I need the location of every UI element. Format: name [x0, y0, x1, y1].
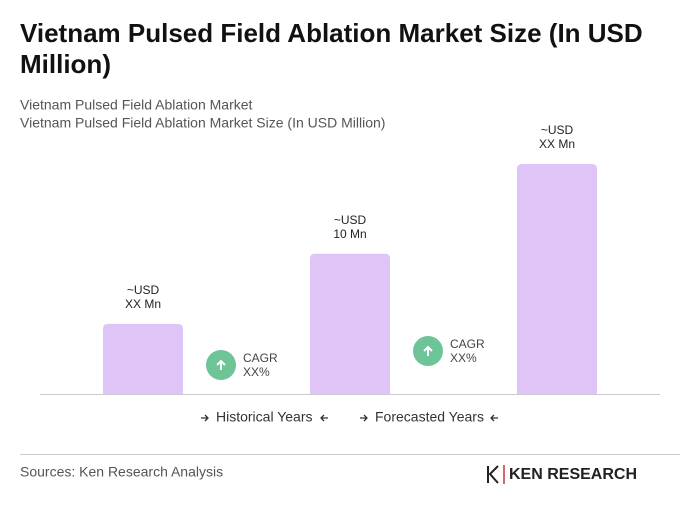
value-label: ~USD [334, 213, 367, 227]
period-arrows [201, 414, 498, 422]
value-label: XX Mn [125, 297, 161, 311]
cagr-arrow [216, 359, 226, 370]
value-label: 10 Mn [333, 227, 366, 241]
bar [310, 253, 390, 394]
cagr-label: XX% [243, 365, 270, 379]
subtitle: Vietnam Pulsed Field Ablation Market [20, 97, 253, 113]
value-label: XX Mn [539, 137, 575, 151]
period-label: Forecasted Years [375, 409, 484, 425]
cagr-arrow [423, 345, 433, 356]
logo-text: KEN RESEARCH [509, 466, 637, 483]
cagr-label: CAGR [243, 351, 278, 365]
cagr-label: CAGR [450, 337, 485, 351]
value-label: ~USD [541, 123, 574, 137]
chart-title: Vietnam Pulsed Field Ablation Market Siz… [20, 18, 643, 79]
bar [103, 323, 183, 394]
source: Sources: Ken Research Analysis [20, 464, 223, 480]
subtitle: Vietnam Pulsed Field Ablation Market Siz… [20, 115, 385, 131]
value-label: ~USD [127, 283, 160, 297]
period-label: Historical Years [216, 409, 313, 425]
cagr-label: XX% [450, 351, 477, 365]
logo-icon [487, 465, 505, 484]
bar [517, 164, 597, 394]
